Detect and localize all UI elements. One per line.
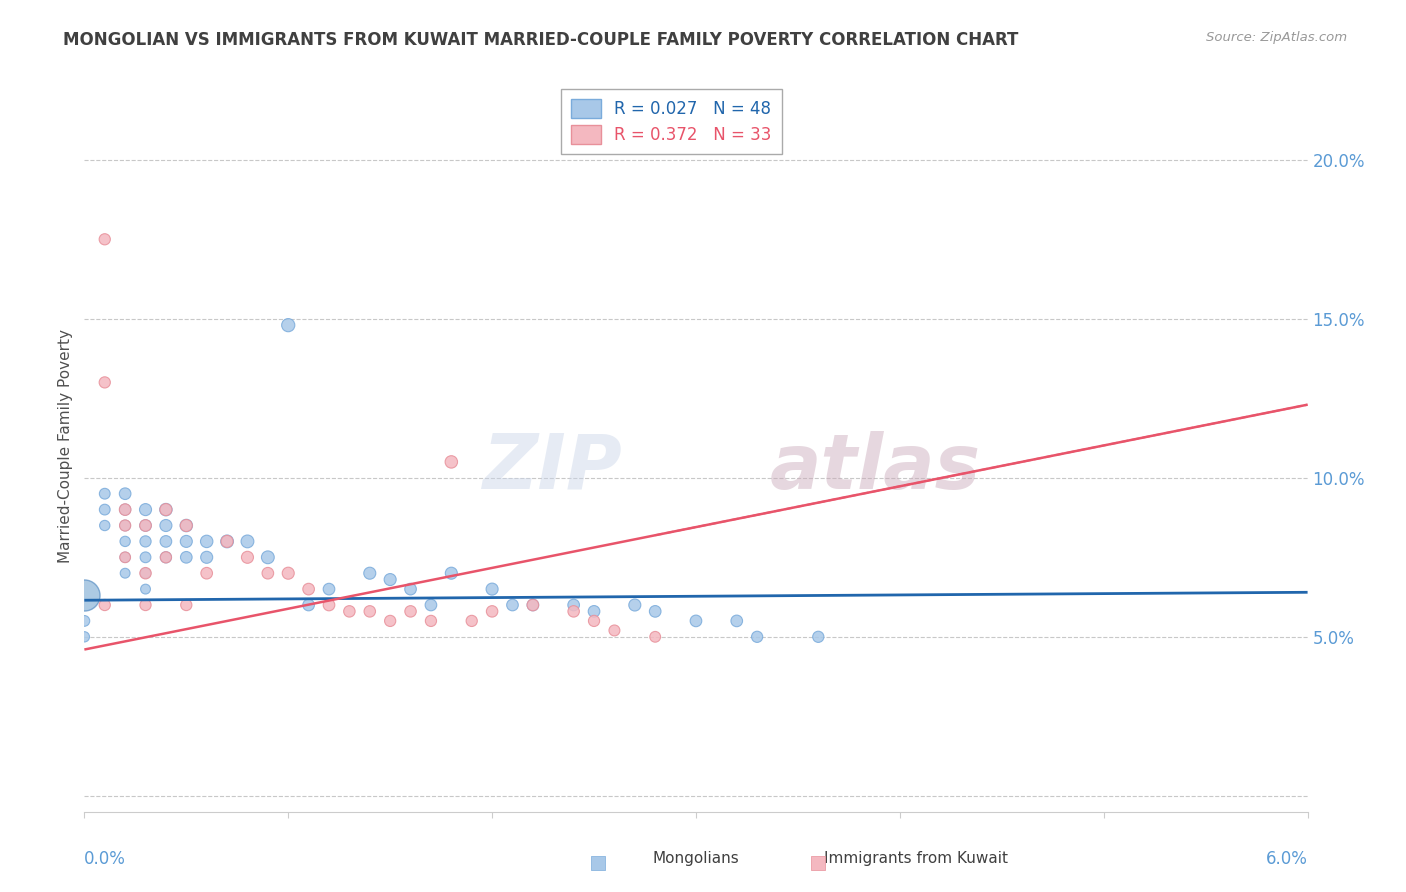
- Point: [481, 582, 503, 596]
- Point: [93, 502, 117, 516]
- Point: [135, 550, 157, 565]
- Point: [93, 518, 117, 533]
- Point: [135, 502, 157, 516]
- Point: [522, 598, 544, 612]
- Point: [277, 566, 299, 581]
- Point: [747, 630, 769, 644]
- Point: [155, 534, 177, 549]
- Point: [644, 630, 666, 644]
- Point: [725, 614, 748, 628]
- Point: [257, 550, 280, 565]
- Point: [93, 486, 117, 500]
- Point: [380, 614, 402, 628]
- Text: 6.0%: 6.0%: [1265, 850, 1308, 868]
- Point: [73, 614, 96, 628]
- Point: [236, 534, 259, 549]
- Point: [135, 518, 157, 533]
- Point: [461, 614, 484, 628]
- Point: [807, 630, 830, 644]
- Point: [155, 550, 177, 565]
- Point: [114, 486, 136, 500]
- Point: [135, 598, 157, 612]
- Point: [195, 566, 218, 581]
- Y-axis label: Married-Couple Family Poverty: Married-Couple Family Poverty: [58, 329, 73, 563]
- Point: [176, 598, 198, 612]
- Point: [399, 604, 422, 618]
- Point: [135, 566, 157, 581]
- Point: [155, 502, 177, 516]
- Point: [93, 376, 117, 390]
- Point: [644, 604, 666, 618]
- Text: 0.0%: 0.0%: [84, 850, 127, 868]
- Point: [135, 534, 157, 549]
- Point: [155, 518, 177, 533]
- Point: [236, 550, 259, 565]
- Text: atlas: atlas: [769, 431, 980, 505]
- Point: [624, 598, 647, 612]
- Point: [562, 604, 585, 618]
- Point: [73, 589, 96, 603]
- Point: [135, 582, 157, 596]
- Point: [562, 598, 585, 612]
- Point: [420, 598, 443, 612]
- Point: [359, 604, 381, 618]
- Point: [583, 604, 606, 618]
- Point: [114, 566, 136, 581]
- Point: [522, 598, 544, 612]
- Point: [114, 518, 136, 533]
- Point: [155, 502, 177, 516]
- Point: [502, 598, 524, 612]
- Point: [155, 550, 177, 565]
- Legend: R = 0.027   N = 48, R = 0.372   N = 33: R = 0.027 N = 48, R = 0.372 N = 33: [561, 88, 782, 153]
- Point: [195, 534, 218, 549]
- Point: [440, 455, 463, 469]
- Point: [73, 630, 96, 644]
- Text: Source: ZipAtlas.com: Source: ZipAtlas.com: [1206, 31, 1347, 45]
- Point: [257, 566, 280, 581]
- Text: Mongolians: Mongolians: [652, 851, 740, 866]
- Point: [685, 614, 707, 628]
- Point: [114, 502, 136, 516]
- Text: Immigrants from Kuwait: Immigrants from Kuwait: [824, 851, 1008, 866]
- Point: [339, 604, 361, 618]
- Point: [359, 566, 381, 581]
- Text: MONGOLIAN VS IMMIGRANTS FROM KUWAIT MARRIED-COUPLE FAMILY POVERTY CORRELATION CH: MONGOLIAN VS IMMIGRANTS FROM KUWAIT MARR…: [63, 31, 1018, 49]
- Point: [277, 318, 299, 333]
- Point: [380, 573, 402, 587]
- Point: [603, 624, 626, 638]
- Point: [176, 534, 198, 549]
- Point: [114, 502, 136, 516]
- Point: [318, 598, 340, 612]
- Point: [195, 550, 218, 565]
- Point: [298, 598, 321, 612]
- Point: [176, 550, 198, 565]
- Point: [114, 550, 136, 565]
- Point: [93, 598, 117, 612]
- Point: [217, 534, 239, 549]
- Point: [114, 518, 136, 533]
- Point: [298, 582, 321, 596]
- Point: [481, 604, 503, 618]
- Point: [399, 582, 422, 596]
- Point: [217, 534, 239, 549]
- Point: [114, 550, 136, 565]
- Point: [93, 232, 117, 246]
- Point: [135, 566, 157, 581]
- Point: [176, 518, 198, 533]
- Point: [135, 518, 157, 533]
- Point: [318, 582, 340, 596]
- Point: [176, 518, 198, 533]
- Text: ZIP: ZIP: [482, 431, 623, 505]
- Point: [583, 614, 606, 628]
- Point: [114, 534, 136, 549]
- Point: [440, 566, 463, 581]
- Point: [420, 614, 443, 628]
